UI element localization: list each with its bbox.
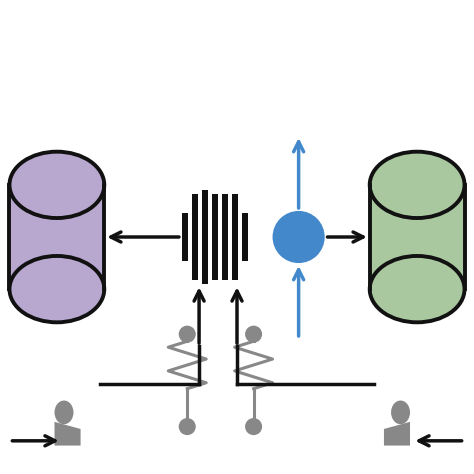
Ellipse shape	[245, 326, 262, 343]
Bar	[182, 213, 188, 261]
Ellipse shape	[245, 418, 262, 435]
Ellipse shape	[179, 418, 196, 435]
Bar	[221, 194, 228, 280]
Ellipse shape	[179, 326, 196, 343]
Bar	[201, 190, 208, 284]
Bar	[242, 213, 248, 261]
Polygon shape	[384, 422, 410, 446]
Polygon shape	[9, 185, 104, 289]
Ellipse shape	[9, 152, 104, 218]
Bar	[191, 194, 198, 280]
Bar	[231, 194, 237, 280]
Ellipse shape	[370, 152, 465, 218]
Bar	[211, 194, 218, 280]
Ellipse shape	[391, 401, 410, 424]
Ellipse shape	[273, 211, 325, 263]
Polygon shape	[55, 422, 81, 446]
Ellipse shape	[370, 256, 465, 322]
Ellipse shape	[55, 401, 73, 424]
Polygon shape	[370, 185, 465, 289]
Ellipse shape	[9, 256, 104, 322]
